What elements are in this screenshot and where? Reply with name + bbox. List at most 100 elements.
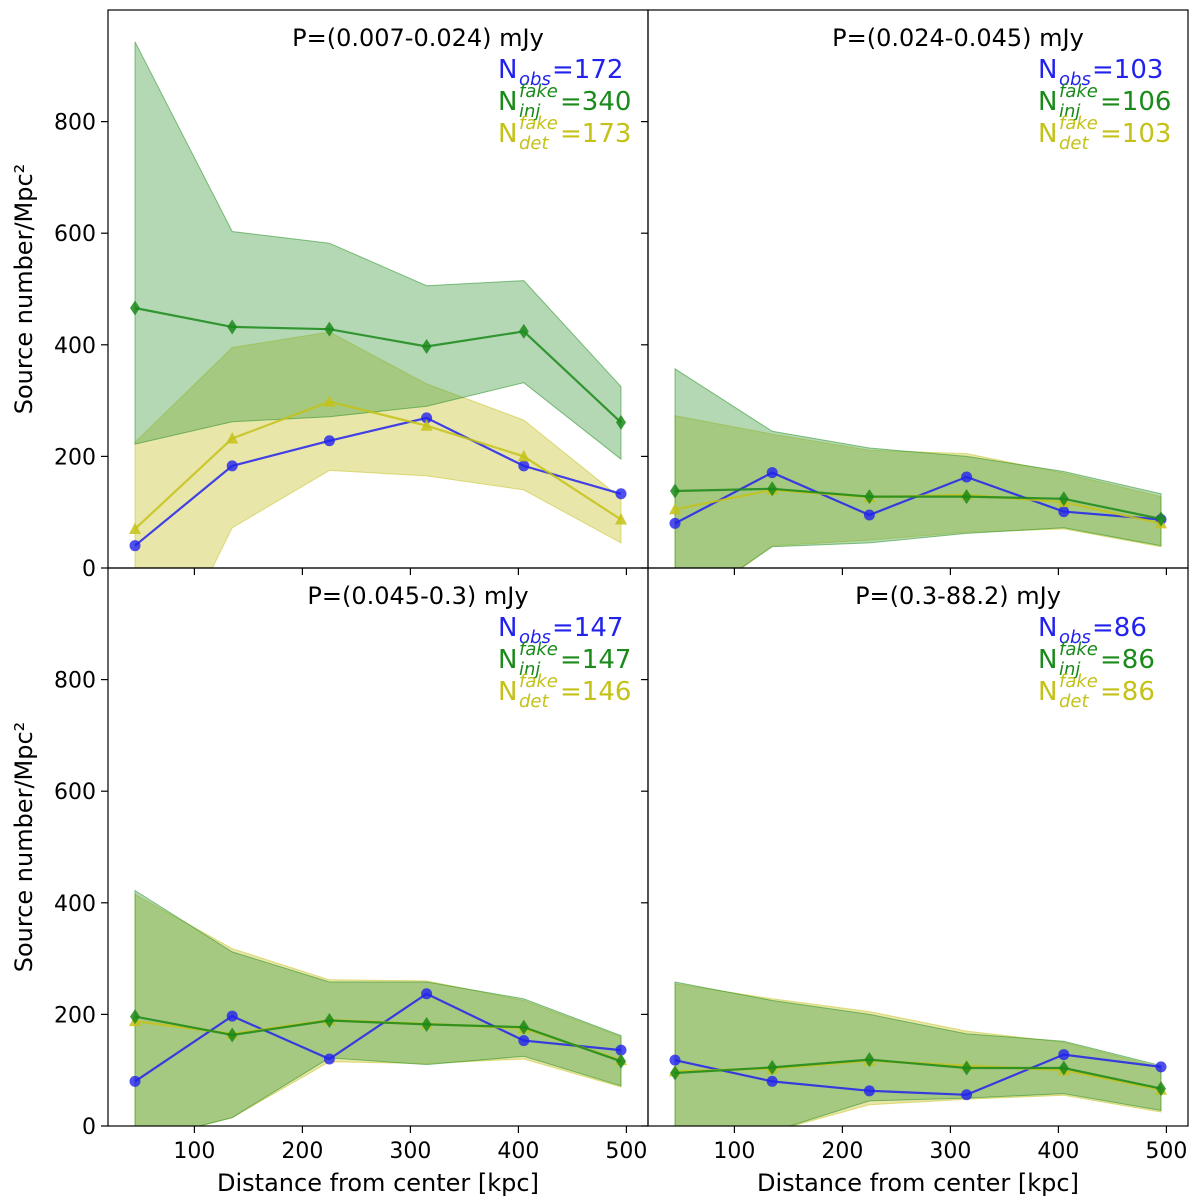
y-tick-label: 200 <box>54 1003 96 1028</box>
det-point <box>615 512 627 525</box>
legend-sub: inj <box>519 659 540 680</box>
obs-point <box>863 509 875 521</box>
obs-point <box>615 1044 627 1056</box>
legend-sub: inj <box>1059 101 1080 122</box>
y-tick-label: 0 <box>82 1115 96 1140</box>
y-tick-label: 600 <box>54 222 96 247</box>
y-tick-label: 800 <box>54 669 96 694</box>
x-tick-label: 400 <box>1037 1139 1079 1164</box>
inj-point <box>616 1053 626 1069</box>
det-point <box>323 395 336 407</box>
obs-point <box>615 488 627 500</box>
inj-band <box>134 41 622 461</box>
legend-sup: fake <box>519 113 558 134</box>
obs-point <box>421 988 433 1000</box>
inj-point <box>1156 1081 1166 1097</box>
inj-point <box>864 1052 875 1068</box>
legend-count: =86 <box>1100 645 1155 675</box>
x-axis-label: Distance from center [kpc] <box>217 1169 539 1197</box>
inj-line <box>134 1015 622 1063</box>
y-tick-label: 0 <box>82 557 96 582</box>
legend-count: =86 <box>1100 677 1155 707</box>
y-tick-label: 200 <box>54 445 96 470</box>
legend-n: N <box>498 119 517 149</box>
obs-line <box>134 992 622 1083</box>
inj-point <box>616 414 626 430</box>
legend-sup: fake <box>519 639 558 660</box>
legend-n: N <box>498 613 517 643</box>
legend-n: N <box>1038 87 1057 117</box>
inj-point <box>324 1013 335 1029</box>
legend-sup: fake <box>1059 81 1098 102</box>
legend-n: N <box>498 645 517 675</box>
legend-sub: det <box>519 133 550 154</box>
y-tick-label: 600 <box>54 780 96 805</box>
inj-line <box>674 487 1162 520</box>
obs-point <box>1155 1061 1167 1073</box>
y-axis-label: Source number/Mpc² <box>10 164 38 415</box>
legend-n: N <box>498 55 517 85</box>
obs-point <box>129 1075 141 1087</box>
inj-band <box>134 889 622 1126</box>
inj-point <box>324 321 335 337</box>
panel-title: P=(0.024-0.045) mJy <box>832 24 1084 52</box>
inj-point <box>227 319 238 335</box>
y-tick-label: 400 <box>54 892 96 917</box>
legend-sub: det <box>1059 691 1090 712</box>
x-tick-label: 300 <box>929 1139 971 1164</box>
det-point <box>420 419 433 431</box>
legend-sub: inj <box>1059 659 1080 680</box>
legend-sub: obs <box>1059 69 1091 90</box>
inj-point <box>421 338 432 354</box>
obs-line <box>134 416 622 547</box>
obs-point <box>863 1085 875 1097</box>
legend-count: =106 <box>1100 87 1171 117</box>
plot-area <box>669 367 1167 568</box>
panel-3: 100 200 300 400 500 0 200 400 600 800 Distance fro… <box>10 567 649 1197</box>
legend-sup: fake <box>1059 671 1098 692</box>
inj-point <box>227 1027 238 1043</box>
legend-n: N <box>1038 613 1057 643</box>
legend-sup: fake <box>519 671 558 692</box>
inj-point <box>518 323 529 339</box>
panel-title: P=(0.007-0.024) mJy <box>292 24 544 52</box>
panel-4: 100 200 300 400 500 Distance from center [kpc… <box>641 567 1189 1197</box>
plot-panels: 0 200 400 600 800 Source number/Mpc² P=(0.007-… <box>10 9 1189 1197</box>
det-point <box>669 502 681 515</box>
y-tick-label: 800 <box>54 111 96 136</box>
inj-band <box>674 367 1162 568</box>
legend-count: =103 <box>1100 119 1171 149</box>
inj-band <box>674 981 1162 1126</box>
legend-count: =173 <box>560 119 631 149</box>
legend-count: =146 <box>560 677 631 707</box>
panel-title: P=(0.045-0.3) mJy <box>307 582 528 610</box>
panel-frame <box>647 567 1189 1127</box>
obs-line <box>674 1053 1162 1096</box>
x-tick-label: 100 <box>173 1139 215 1164</box>
legend-n: N <box>498 677 517 707</box>
legend-sup: fake <box>1059 639 1098 660</box>
legend-count: =147 <box>552 613 623 643</box>
legend-count: =103 <box>1092 55 1163 85</box>
inj-point <box>864 489 875 505</box>
x-tick-label: 100 <box>713 1139 755 1164</box>
legend-n: N <box>1038 55 1057 85</box>
obs-point <box>129 540 141 552</box>
inj-point <box>130 1009 140 1025</box>
legend-count: =86 <box>1092 613 1147 643</box>
obs-point <box>323 1053 335 1065</box>
inj-point <box>961 1060 972 1076</box>
legend-n: N <box>1038 645 1057 675</box>
obs-point <box>323 435 335 447</box>
plot-area <box>669 981 1167 1126</box>
det-point <box>226 432 239 444</box>
